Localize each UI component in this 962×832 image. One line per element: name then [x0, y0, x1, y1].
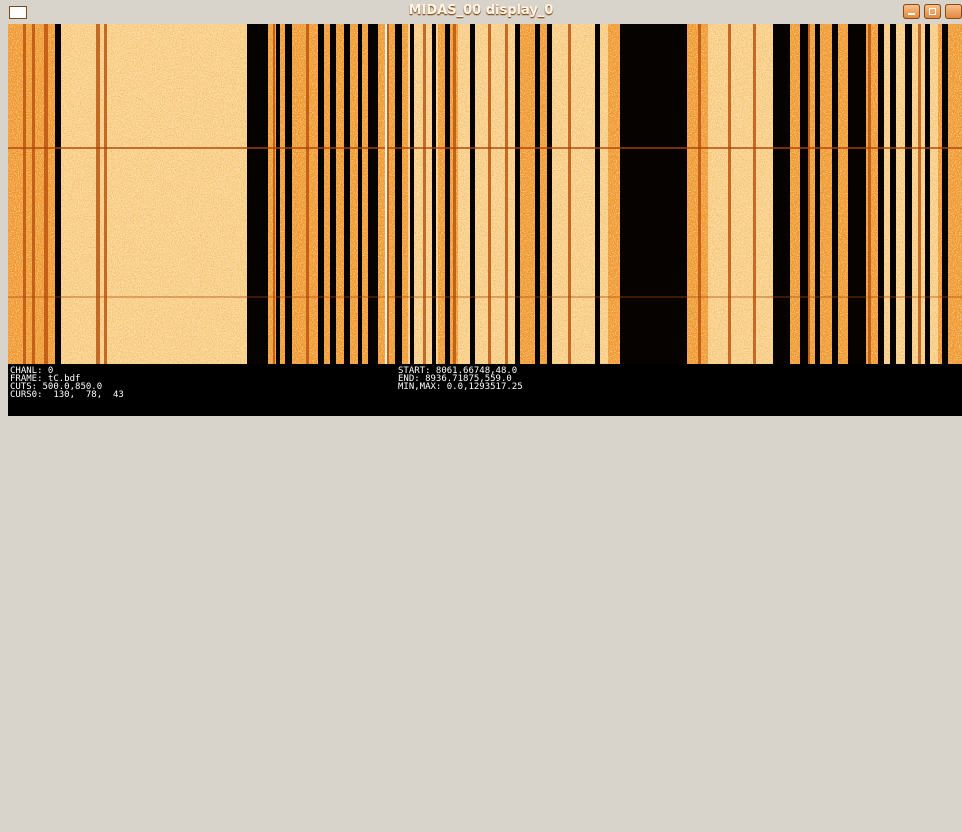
dark-stripe — [330, 24, 336, 364]
panel-divider — [385, 24, 387, 364]
minimize-button[interactable] — [903, 4, 920, 19]
dark-stripe — [470, 24, 475, 364]
dark-stripe — [318, 24, 324, 364]
dark-stripe — [942, 24, 948, 364]
button-glyph — [950, 7, 957, 16]
dark-stripe — [848, 24, 866, 364]
dark-stripe — [620, 24, 687, 364]
image-display — [8, 24, 962, 364]
dark-stripe — [815, 24, 820, 364]
dark-stripe — [285, 24, 292, 364]
dark-stripe — [358, 24, 362, 364]
dark-stripe — [535, 24, 540, 364]
dark-stripe — [925, 24, 930, 364]
dark-stripe — [410, 24, 414, 364]
dark-stripe — [445, 24, 450, 364]
dim-stripe — [96, 24, 100, 364]
info-text: MIN,MAX: 0.0,1293517.25 — [398, 383, 523, 392]
dark-stripe — [515, 24, 520, 364]
dim-stripe — [698, 24, 701, 364]
dim-stripe — [23, 24, 26, 364]
dim-stripe — [728, 24, 731, 364]
close-button[interactable] — [945, 4, 962, 19]
dim-stripe — [753, 24, 756, 364]
dark-stripe — [247, 24, 268, 364]
screen: MIDAS_00 display_0CHANL: 0FRAME: 160.bdf… — [0, 0, 962, 832]
dark-stripe — [832, 24, 838, 364]
dim-stripe — [306, 24, 309, 364]
maximize-button[interactable] — [924, 4, 941, 19]
button-glyph — [929, 8, 936, 15]
dark-stripe — [547, 24, 552, 364]
dim-stripe — [104, 24, 107, 364]
info-text: CURS0: 130, 78, 43 — [10, 391, 124, 400]
row-line — [8, 296, 962, 298]
dim-stripe — [918, 24, 921, 364]
dark-stripe — [395, 24, 402, 364]
dim-stripe — [44, 24, 48, 364]
dark-stripe — [905, 24, 912, 364]
dark-stripe — [344, 24, 350, 364]
window-title: MIDAS_00 display_0 — [0, 3, 962, 18]
dim-stripe — [423, 24, 426, 364]
dim-stripe — [568, 24, 571, 364]
dim-stripe — [868, 24, 871, 364]
button-glyph — [908, 13, 915, 15]
dark-stripe — [595, 24, 600, 364]
dark-stripe — [773, 24, 790, 364]
dim-stripe — [273, 24, 275, 364]
dark-stripe — [878, 24, 884, 364]
dark-stripe — [890, 24, 896, 364]
row-line — [8, 147, 962, 149]
desktop: {"windows":[ {"title":"MIDAS_00 display_… — [0, 0, 962, 832]
dark-stripe — [432, 24, 436, 364]
dim-stripe — [488, 24, 491, 364]
dark-stripe — [368, 24, 378, 364]
dim-stripe — [453, 24, 456, 364]
dim-stripe — [32, 24, 35, 364]
dark-stripe — [800, 24, 808, 364]
dim-stripe — [808, 24, 810, 364]
dark-stripe — [55, 24, 61, 364]
dim-stripe — [505, 24, 508, 364]
dark-stripe — [276, 24, 280, 364]
